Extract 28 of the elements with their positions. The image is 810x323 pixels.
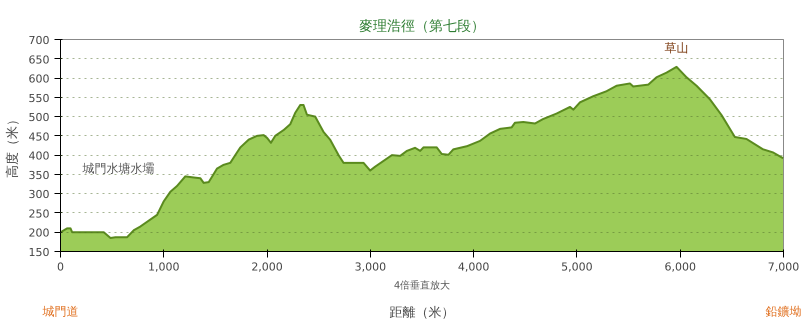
x-axis-title: 距離（米） xyxy=(390,306,454,320)
y-tick-label: 600 xyxy=(28,72,50,86)
x-tick-label: 4,000 xyxy=(458,260,490,274)
y-axis-title: 高度（米） xyxy=(4,113,21,178)
x-tick-label: 1,000 xyxy=(148,260,180,274)
y-tick-label: 450 xyxy=(28,130,50,144)
x-tick-label: 3,000 xyxy=(354,260,386,274)
chart-title: 麥理浩徑（第七段） xyxy=(359,18,485,34)
y-tick-label: 700 xyxy=(28,34,50,47)
y-tick-label: 400 xyxy=(28,150,50,163)
y-tick-label: 550 xyxy=(28,92,50,105)
text: 鉛鑛坳 xyxy=(766,304,802,318)
x-tick-label: 0 xyxy=(57,260,64,274)
y-tick-label: 200 xyxy=(28,226,50,240)
x-tick-label: 7,000 xyxy=(768,260,800,274)
y-tick-label: 300 xyxy=(28,188,50,202)
y-tick-label: 150 xyxy=(28,246,50,259)
text: 城門道 xyxy=(42,304,78,318)
x-tick-label: 5,000 xyxy=(561,260,593,274)
y-tick-label: 350 xyxy=(28,168,50,182)
x-tick-label: 2,000 xyxy=(251,260,283,274)
y-tick-label: 650 xyxy=(28,53,50,66)
x-tick-label: 6,000 xyxy=(664,260,696,274)
text: 4倍垂直放大 xyxy=(394,280,450,292)
annotation: 城門水塘水壩 xyxy=(82,162,154,176)
y-tick-label: 500 xyxy=(28,111,50,124)
y-tick-label: 250 xyxy=(28,207,50,220)
annotation: 草山 xyxy=(664,40,688,55)
